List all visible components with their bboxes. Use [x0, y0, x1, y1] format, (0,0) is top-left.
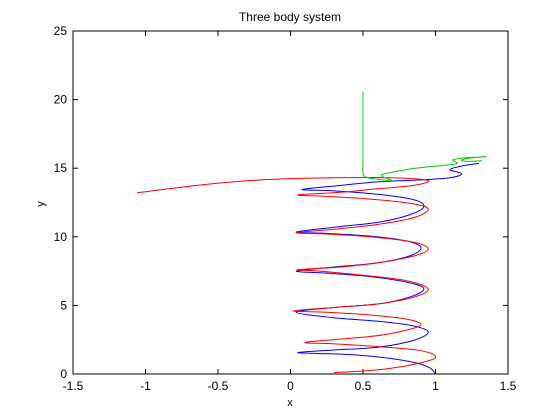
y-tick-label: 5 [60, 298, 67, 312]
x-tick-label: -1 [140, 379, 151, 393]
y-tick-label: 25 [54, 24, 68, 38]
x-tick-label: 1.5 [500, 379, 517, 393]
x-tick-label: 0.5 [355, 379, 372, 393]
y-tick-label: 10 [54, 230, 68, 244]
y-tick-label: 0 [60, 367, 67, 381]
y-axis-label: y [35, 201, 47, 207]
chart-title: Three body system [239, 10, 341, 24]
x-axis-label: x [287, 397, 293, 409]
x-tick-label: 1 [432, 379, 439, 393]
x-tick-label: 0 [287, 379, 294, 393]
y-tick-label: 20 [54, 93, 68, 107]
x-tick-label: -0.5 [208, 379, 229, 393]
x-tick-label: -1.5 [63, 379, 84, 393]
series-group [136, 91, 487, 375]
plot-area [72, 30, 509, 375]
series-line-2 [362, 91, 487, 182]
y-tick-label: 15 [54, 161, 68, 175]
series-line-1 [136, 177, 437, 374]
